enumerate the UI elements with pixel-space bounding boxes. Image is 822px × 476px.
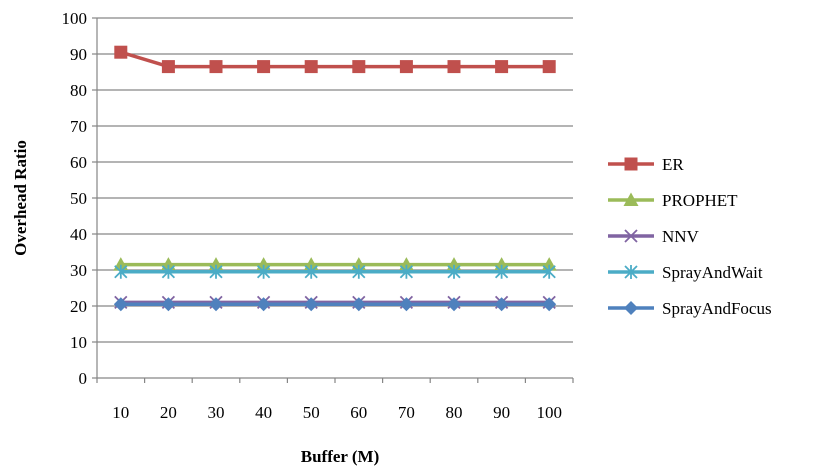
axes	[92, 17, 574, 383]
x-tick-label: 100	[536, 403, 562, 422]
legend-label-sprayandfocus: SprayAndFocus	[662, 299, 772, 318]
y-tick-label: 60	[70, 153, 87, 172]
data-point-er	[257, 60, 271, 74]
data-point-sprayandwait	[256, 264, 271, 279]
data-point-er	[209, 60, 223, 74]
legend: ER PROPHET NNV SprayAndWait SprayAndFocus	[608, 155, 772, 318]
y-tick-label: 30	[70, 261, 87, 280]
y-tick-label: 0	[79, 369, 88, 388]
legend-marker-nnv	[624, 229, 638, 243]
data-point-sprayandfocus	[161, 297, 176, 312]
legend-marker-sprayandfocus	[624, 301, 638, 315]
data-point-sprayandfocus	[113, 297, 128, 312]
data-point-er	[114, 45, 128, 59]
series-line-er	[120, 50, 550, 69]
y-tick-label: 90	[70, 45, 87, 64]
data-point-er	[495, 60, 509, 74]
data-point-sprayandwait	[494, 264, 509, 279]
y-tick-labels: 0 10 20 30 40 50 60 70 80 90 100	[62, 9, 88, 388]
data-point-er	[352, 60, 366, 74]
legend-marker-prophet	[623, 192, 639, 206]
data-point-er	[542, 60, 556, 74]
y-tick-label: 40	[70, 225, 87, 244]
legend-label-sprayandwait: SprayAndWait	[662, 263, 763, 282]
y-tick-label: 100	[62, 9, 88, 28]
data-point-sprayandfocus	[256, 297, 271, 312]
data-point-sprayandfocus	[399, 297, 414, 312]
data-point-sprayandwait	[209, 264, 223, 279]
data-point-er	[399, 60, 413, 74]
data-point-sprayandfocus	[351, 297, 366, 312]
x-tick-label: 90	[493, 403, 510, 422]
data-point-er	[304, 60, 318, 74]
x-tick-label: 60	[350, 403, 367, 422]
x-tick-labels: 10 20 30 40 50 60 70 80 90 100	[112, 403, 562, 422]
data-point-sprayandwait	[447, 264, 461, 279]
legend-marker-sprayandwait	[624, 265, 638, 279]
x-tick-label: 10	[112, 403, 129, 422]
y-tick-label: 50	[70, 189, 87, 208]
gridlines	[97, 17, 573, 343]
data-point-sprayandfocus	[209, 297, 223, 312]
x-tick-label: 50	[303, 403, 320, 422]
series	[113, 45, 557, 312]
y-axis-title: Overhead Ratio	[11, 140, 30, 256]
data-point-sprayandwait	[161, 264, 176, 279]
data-point-sprayandwait	[542, 264, 556, 279]
data-point-sprayandwait	[304, 264, 318, 279]
legend-label-nnv: NNV	[662, 227, 700, 246]
legend-marker-er	[624, 157, 638, 171]
y-tick-label: 20	[70, 297, 87, 316]
data-point-er	[161, 60, 175, 74]
data-point-sprayandfocus	[542, 297, 557, 312]
data-point-sprayandfocus	[304, 297, 319, 312]
data-point-er	[447, 60, 461, 74]
data-point-sprayandfocus	[447, 297, 461, 312]
x-axis-title: Buffer (M)	[301, 447, 380, 466]
y-tick-label: 80	[70, 81, 87, 100]
x-tick-label: 20	[160, 403, 177, 422]
data-point-sprayandwait	[352, 264, 366, 279]
y-tick-label: 10	[70, 333, 87, 352]
legend-label-prophet: PROPHET	[662, 191, 738, 210]
data-point-sprayandwait	[114, 264, 128, 279]
data-point-sprayandfocus	[494, 297, 509, 312]
y-tick-label: 70	[70, 117, 87, 136]
x-tick-label: 80	[446, 403, 463, 422]
x-tick-label: 70	[398, 403, 415, 422]
x-tick-label: 30	[208, 403, 225, 422]
legend-label-er: ER	[662, 155, 684, 174]
x-tick-label: 40	[255, 403, 272, 422]
data-point-sprayandwait	[399, 264, 414, 279]
